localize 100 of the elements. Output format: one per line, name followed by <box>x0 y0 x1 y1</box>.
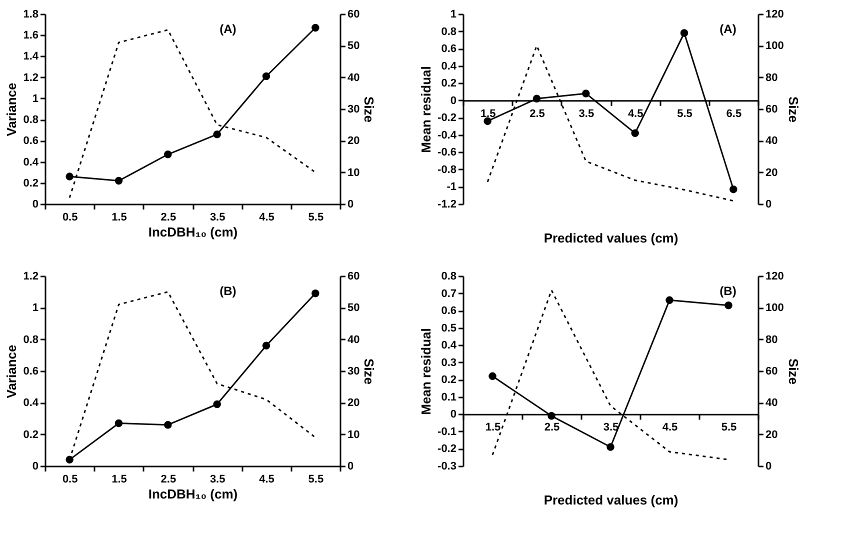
point <box>488 372 496 380</box>
y2-tick-label: 60 <box>348 8 360 20</box>
x-tick-label: 0.5 <box>62 474 78 486</box>
point <box>262 342 270 350</box>
annotation: (A) <box>220 22 236 36</box>
y2-tick-label: 20 <box>766 428 778 441</box>
annotation: (B) <box>720 284 736 298</box>
y2-tick-label: 120 <box>766 270 784 282</box>
y2-tick-label: 120 <box>766 8 784 20</box>
y-tick-label: 0.6 <box>441 43 456 56</box>
y-tick-label: 1 <box>32 302 38 314</box>
y2-axis-title: Size <box>786 96 801 123</box>
y-tick-label: -0.8 <box>438 164 456 176</box>
y2-tick-label: 10 <box>348 428 360 441</box>
y-tick-label: -0.3 <box>438 460 456 472</box>
y-tick-label: -1.2 <box>438 198 456 210</box>
y2-tick-label: 100 <box>766 40 784 52</box>
point <box>582 90 590 98</box>
y-axis-title: Variance <box>4 82 20 136</box>
x-tick-label: 2.5 <box>530 108 545 120</box>
y-tick-label: 1.2 <box>23 270 38 282</box>
point <box>484 117 492 125</box>
y-tick-label: 0.6 <box>23 135 38 148</box>
point <box>114 419 123 428</box>
y-tick-label: -0.2 <box>438 443 456 456</box>
y-tick-label: 0 <box>32 198 38 210</box>
x-tick-label: 4.5 <box>662 422 678 434</box>
y-tick-label: 0.4 <box>23 156 40 168</box>
x-tick-label: 1.5 <box>112 474 127 486</box>
y2-tick-label: 100 <box>766 302 784 314</box>
y-tick-label: 1 <box>32 92 38 105</box>
y2-tick-label: 60 <box>766 366 778 378</box>
y-tick-label: 0 <box>32 460 38 472</box>
point <box>164 420 172 429</box>
y-tick-label: -0.6 <box>438 146 456 159</box>
x-tick-label: 4.5 <box>259 212 274 224</box>
y2-tick-label: 60 <box>766 104 778 116</box>
y-tick-label: 0.5 <box>441 322 456 334</box>
y-tick-label: -0.4 <box>438 129 458 142</box>
point <box>213 400 221 408</box>
y-tick-label: 0.6 <box>23 366 38 378</box>
y-tick-label: 1 <box>450 8 456 20</box>
y2-tick-label: 0 <box>766 460 772 472</box>
y-tick-label: 0 <box>450 408 456 421</box>
annotation: (A) <box>720 22 736 36</box>
y2-tick-label: 30 <box>348 366 360 378</box>
point <box>666 296 674 304</box>
y2-tick-label: 40 <box>766 397 778 410</box>
x-tick-label: 3.5 <box>578 108 594 120</box>
point <box>724 302 732 310</box>
y-axis-title: Variance <box>4 344 20 398</box>
x-tick-label: 2.5 <box>544 422 560 434</box>
y-axis-title: Mean residual <box>418 328 434 415</box>
y2-tick-label: 50 <box>348 40 360 52</box>
y2-tick-label: 20 <box>348 397 360 410</box>
x-tick-label: 3.5 <box>210 212 226 224</box>
y2-tick-label: 40 <box>766 135 778 148</box>
x-axis-title: IncDBH₁₀ (cm) <box>148 486 238 502</box>
y2-tick-label: 10 <box>348 166 360 179</box>
x-axis-title: Predicted values (cm) <box>544 492 678 508</box>
x-tick-label: 4.5 <box>628 108 644 120</box>
y2-axis-title: Size <box>786 358 801 385</box>
y-tick-label: 0.4 <box>441 340 458 352</box>
y-tick-label: 0.8 <box>441 26 456 38</box>
y2-axis-title: Size <box>362 358 377 385</box>
point <box>532 94 541 102</box>
y2-tick-label: 0 <box>766 198 772 210</box>
y2-tick-label: 0 <box>348 460 354 472</box>
point <box>312 24 320 32</box>
y2-tick-label: 20 <box>348 135 360 148</box>
point <box>730 185 738 194</box>
point <box>114 176 123 185</box>
point <box>312 290 320 298</box>
y2-tick-label: 40 <box>348 334 360 346</box>
point <box>606 443 614 451</box>
y-tick-label: 0.2 <box>23 428 38 441</box>
x-tick-label: 1.5 <box>485 422 501 434</box>
x-tick-label: 3.5 <box>603 422 619 434</box>
point <box>213 130 221 138</box>
y2-tick-label: 80 <box>766 72 778 84</box>
x-tick-label: 2.5 <box>160 474 176 486</box>
y2-tick-label: 80 <box>766 334 778 346</box>
point <box>262 72 270 80</box>
y-tick-label: 0 <box>450 94 456 107</box>
point <box>66 172 74 180</box>
y-tick-label: 1.6 <box>23 30 38 42</box>
x-tick-label: 1.5 <box>112 212 127 224</box>
y2-tick-label: 0 <box>348 198 354 210</box>
y2-tick-label: 30 <box>348 104 360 116</box>
x-tick-label: 5.5 <box>308 212 324 224</box>
y-tick-label: 0.8 <box>23 334 38 346</box>
y-tick-label: 0.4 <box>441 60 458 72</box>
point <box>164 150 172 158</box>
y-tick-label: 0.8 <box>23 114 38 126</box>
y2-tick-label: 60 <box>348 270 360 282</box>
annotation: (B) <box>220 284 236 298</box>
y-tick-label: 0.1 <box>441 391 456 404</box>
y-axis-title: Mean residual <box>418 66 434 153</box>
x-tick-label: 5.5 <box>677 108 692 120</box>
y-tick-label: 1.8 <box>23 8 38 20</box>
